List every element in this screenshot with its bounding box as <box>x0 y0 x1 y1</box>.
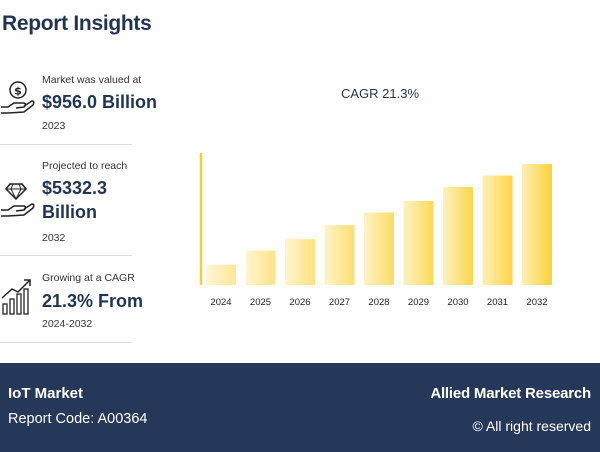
stat-label: Growing at a CAGR <box>42 272 135 284</box>
bar-2026 <box>285 239 315 285</box>
stat-cagr: Growing at a CAGR 21.3% From 2024-2032 <box>0 270 143 340</box>
x-tick-label: 2025 <box>250 297 271 308</box>
stat-value: $956.0 Billion <box>42 92 158 112</box>
bar-chart: CAGR 21.3% 2024 2025 2026 2027 2028 2029 2030 2… <box>199 86 552 308</box>
divider <box>0 342 132 343</box>
stat-market-valued: $ Market was valued at $956.0 Billion 20… <box>0 72 157 142</box>
x-tick-label: 2031 <box>487 297 508 308</box>
chart-title: CAGR 21.3% <box>341 86 419 101</box>
stat-projected: Projected to reach $5332.3 Billion 2032 <box>0 158 132 248</box>
stat-value-line2: Billion <box>42 202 97 222</box>
footer-report-code: Report Code: A00364 <box>8 411 148 427</box>
bar-2030 <box>443 187 473 285</box>
footer: IoT Market Report Code: A00364 Allied Ma… <box>0 363 600 452</box>
x-tick-label: 2026 <box>289 297 310 308</box>
stat-value-line1: $5332.3 <box>42 178 108 198</box>
stat-label: Projected to reach <box>42 160 128 172</box>
stat-label: Market was valued at <box>42 74 142 86</box>
growth-chart-icon <box>1 279 31 315</box>
footer-brand: Allied Market Research <box>430 385 591 402</box>
divider <box>0 255 132 256</box>
divider <box>0 144 132 145</box>
bar-2025 <box>245 250 276 285</box>
x-tick-label: 2024 <box>210 297 231 308</box>
bar-2032 <box>522 164 552 285</box>
stat-range: 2024-2032 <box>42 318 93 330</box>
diamond-hand-icon <box>1 183 35 217</box>
money-hand-icon: $ <box>1 81 35 114</box>
bar-2027 <box>324 225 355 285</box>
x-tick-label: 2032 <box>526 297 547 308</box>
bar-2029 <box>403 201 434 285</box>
stat-year: 2023 <box>42 120 66 132</box>
stat-year: 2032 <box>42 232 66 244</box>
bar-2028 <box>364 212 394 285</box>
x-tick-label: 2028 <box>368 297 389 308</box>
x-tick-label: 2030 <box>447 297 468 308</box>
footer-market-name: IoT Market <box>8 385 84 402</box>
x-tick-label: 2029 <box>408 297 429 308</box>
bar-2024 <box>206 264 236 285</box>
page-title: Report Insights <box>2 12 152 35</box>
footer-rights: © All right reserved <box>472 418 591 434</box>
x-tick-label: 2027 <box>329 297 350 308</box>
stat-value: 21.3% From <box>42 291 144 311</box>
bar-2031 <box>482 175 513 285</box>
svg-text:$: $ <box>14 85 22 98</box>
